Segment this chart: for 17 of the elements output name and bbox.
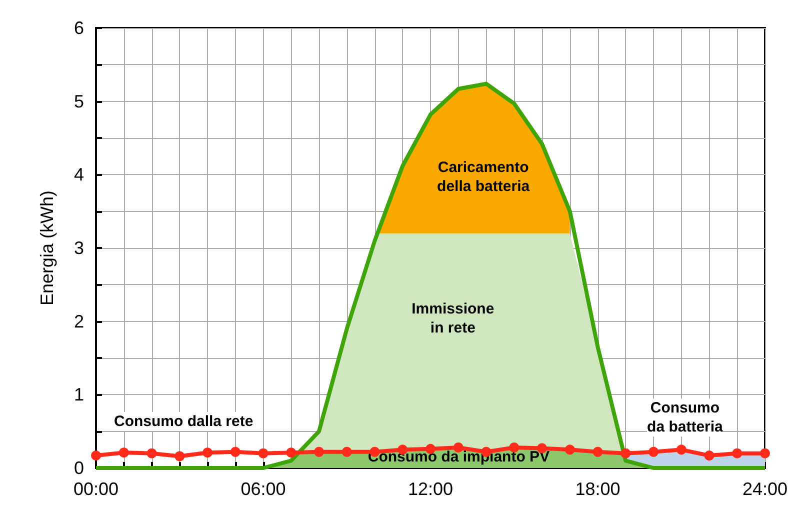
x-tick-label: 00:00 bbox=[73, 479, 119, 499]
x-tick-label: 24:00 bbox=[742, 479, 788, 499]
x-tick-label: 18:00 bbox=[575, 479, 620, 499]
y-axis-title: Energia (kWh) bbox=[37, 190, 57, 306]
series-label: Caricamento della batteria bbox=[437, 159, 530, 196]
y-tick-label: 3 bbox=[74, 238, 84, 258]
series-label: Consumo da batteria bbox=[647, 400, 724, 436]
y-tick-label: 4 bbox=[74, 164, 84, 185]
y-tick-label: 0 bbox=[74, 458, 84, 478]
y-tick-label: 1 bbox=[74, 384, 84, 405]
y-tick-label: 6 bbox=[74, 18, 84, 38]
y-tick-label: 5 bbox=[74, 91, 84, 112]
series-label: Immissione in rete bbox=[412, 300, 494, 336]
x-tick-label: 06:00 bbox=[240, 479, 286, 499]
series-label: Consumo dalla rete bbox=[114, 413, 254, 430]
x-tick-label: 12:00 bbox=[408, 479, 454, 499]
y-tick-label: 2 bbox=[74, 311, 84, 332]
